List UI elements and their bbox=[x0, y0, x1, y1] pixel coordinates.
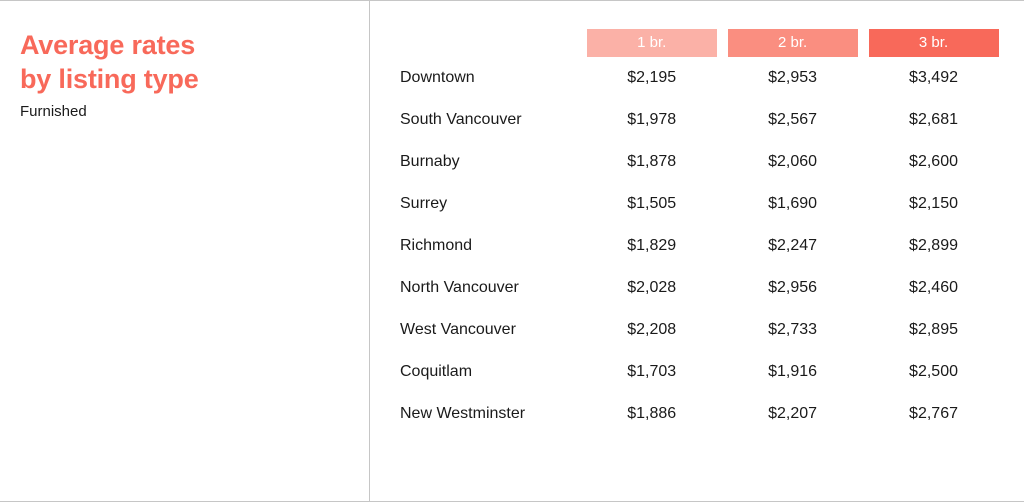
cell-value: $2,567 bbox=[722, 99, 863, 141]
cell-value: $1,829 bbox=[581, 225, 722, 267]
table-row: Coquitlam$1,703$1,916$2,500 bbox=[390, 351, 1004, 393]
row-label: South Vancouver bbox=[390, 99, 581, 141]
column-badge-3br: 3 br. bbox=[869, 29, 999, 57]
title-line-2: by listing type bbox=[20, 64, 199, 94]
row-label: New Westminster bbox=[390, 393, 581, 435]
table-row: New Westminster$1,886$2,207$2,767 bbox=[390, 393, 1004, 435]
table-row: North Vancouver$2,028$2,956$2,460 bbox=[390, 267, 1004, 309]
table-body: Downtown$2,195$2,953$3,492South Vancouve… bbox=[390, 57, 1004, 435]
column-header-3br: 3 br. bbox=[863, 29, 1004, 57]
right-panel: 1 br. 2 br. 3 br. Downtown$2,195$2,953$3… bbox=[370, 1, 1024, 501]
column-badge-1br: 1 br. bbox=[587, 29, 717, 57]
left-panel: Average rates by listing type Furnished bbox=[0, 1, 370, 501]
table-row: Downtown$2,195$2,953$3,492 bbox=[390, 57, 1004, 99]
row-label: Burnaby bbox=[390, 141, 581, 183]
cell-value: $1,878 bbox=[581, 141, 722, 183]
row-label: Richmond bbox=[390, 225, 581, 267]
row-label: North Vancouver bbox=[390, 267, 581, 309]
cell-value: $1,505 bbox=[581, 183, 722, 225]
cell-value: $2,207 bbox=[722, 393, 863, 435]
blank-header bbox=[390, 29, 581, 57]
cell-value: $2,060 bbox=[722, 141, 863, 183]
cell-value: $2,460 bbox=[863, 267, 1004, 309]
cell-value: $2,150 bbox=[863, 183, 1004, 225]
cell-value: $2,767 bbox=[863, 393, 1004, 435]
cell-value: $1,886 bbox=[581, 393, 722, 435]
cell-value: $3,492 bbox=[863, 57, 1004, 99]
cell-value: $2,208 bbox=[581, 309, 722, 351]
table-title: Average rates by listing type bbox=[20, 29, 349, 97]
table-row: Richmond$1,829$2,247$2,899 bbox=[390, 225, 1004, 267]
table-row: South Vancouver$1,978$2,567$2,681 bbox=[390, 99, 1004, 141]
cell-value: $2,195 bbox=[581, 57, 722, 99]
row-label: West Vancouver bbox=[390, 309, 581, 351]
cell-value: $1,703 bbox=[581, 351, 722, 393]
table-head: 1 br. 2 br. 3 br. bbox=[390, 29, 1004, 57]
cell-value: $2,899 bbox=[863, 225, 1004, 267]
row-label: Downtown bbox=[390, 57, 581, 99]
cell-value: $1,690 bbox=[722, 183, 863, 225]
column-header-1br: 1 br. bbox=[581, 29, 722, 57]
cell-value: $1,978 bbox=[581, 99, 722, 141]
cell-value: $1,916 bbox=[722, 351, 863, 393]
cell-value: $2,028 bbox=[581, 267, 722, 309]
column-badge-2br: 2 br. bbox=[728, 29, 858, 57]
cell-value: $2,733 bbox=[722, 309, 863, 351]
cell-value: $2,895 bbox=[863, 309, 1004, 351]
cell-value: $2,681 bbox=[863, 99, 1004, 141]
cell-value: $2,953 bbox=[722, 57, 863, 99]
row-label: Coquitlam bbox=[390, 351, 581, 393]
cell-value: $2,500 bbox=[863, 351, 1004, 393]
column-header-2br: 2 br. bbox=[722, 29, 863, 57]
title-line-1: Average rates bbox=[20, 30, 195, 60]
table-row: Surrey$1,505$1,690$2,150 bbox=[390, 183, 1004, 225]
cell-value: $2,247 bbox=[722, 225, 863, 267]
cell-value: $2,600 bbox=[863, 141, 1004, 183]
row-label: Surrey bbox=[390, 183, 581, 225]
table-row: West Vancouver$2,208$2,733$2,895 bbox=[390, 309, 1004, 351]
rates-table-container: Average rates by listing type Furnished … bbox=[0, 0, 1024, 502]
cell-value: $2,956 bbox=[722, 267, 863, 309]
table-row: Burnaby$1,878$2,060$2,600 bbox=[390, 141, 1004, 183]
table-subtitle: Furnished bbox=[20, 103, 349, 120]
rates-table: 1 br. 2 br. 3 br. Downtown$2,195$2,953$3… bbox=[390, 29, 1004, 435]
